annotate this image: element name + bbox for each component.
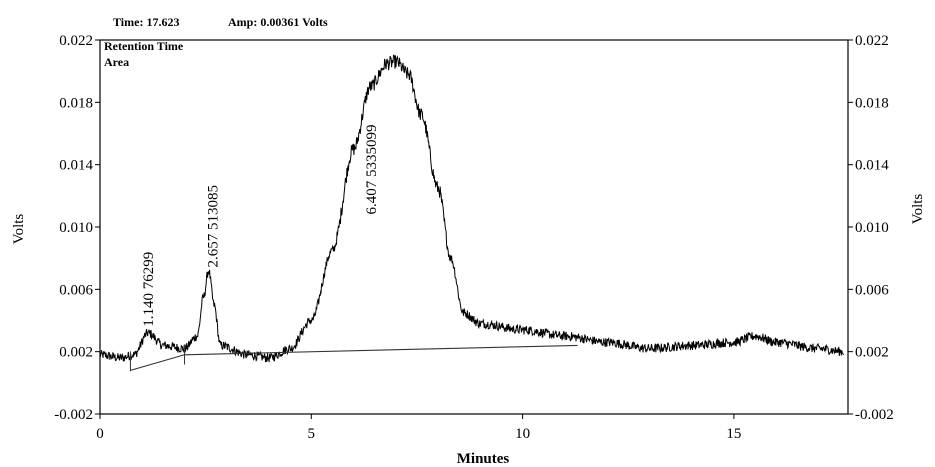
y-tick-label-left: 0.022	[59, 33, 93, 49]
amp-readout: Amp: 0.00361 Volts	[228, 15, 328, 29]
y-tick-label-left: 0.002	[59, 345, 93, 361]
y-tick-label-right: 0.014	[855, 158, 889, 174]
y-tick-label-right: 0.006	[855, 282, 889, 298]
baseline-lines	[129, 344, 578, 372]
time-readout: Time: 17.623	[113, 15, 179, 29]
trace-line	[99, 54, 845, 363]
x-axis-label: Minutes	[457, 451, 510, 467]
y-tick-label-left: 0.006	[59, 282, 93, 298]
y-axis-label-right: Volts	[910, 194, 926, 225]
chart-texts: Time: 17.623 Amp: 0.00361 Volts Retentio…	[11, 15, 926, 467]
x-tick-label: 15	[726, 426, 741, 442]
y-tick-label-right: 0.002	[855, 345, 889, 361]
axis-ticks: -0.002 -0.002 0.002 0.002 0.006 0.006 0.010 0.0…	[54, 33, 894, 442]
y-axis-label-left: Volts	[11, 214, 27, 245]
baseline-segment	[130, 354, 185, 371]
x-tick-label: 5	[308, 426, 316, 442]
peak-label: 1.140 76299	[141, 252, 157, 327]
legend-area: Area	[104, 55, 129, 69]
baseline-segment	[184, 344, 578, 356]
y-tick-label-left: -0.002	[54, 407, 93, 423]
signal-trace	[99, 54, 845, 363]
y-tick-label-left: 0.014	[59, 158, 93, 174]
peak-labels: 1.140 76299 2.657 513085 6.407 5335099	[141, 125, 380, 327]
x-tick-label: 0	[96, 426, 104, 442]
peak-label: 6.407 5335099	[364, 125, 380, 215]
peak-label: 2.657 513085	[205, 185, 221, 268]
y-tick-label-left: 0.010	[59, 220, 93, 236]
x-tick-label: 10	[515, 426, 530, 442]
y-tick-label-right: 0.018	[855, 95, 889, 111]
y-tick-label-right: -0.002	[855, 407, 894, 423]
legend-retention-time: Retention Time	[104, 39, 184, 53]
y-tick-label-right: 0.022	[855, 33, 889, 49]
y-tick-label-left: 0.018	[59, 95, 93, 111]
y-tick-label-right: 0.010	[855, 220, 889, 236]
